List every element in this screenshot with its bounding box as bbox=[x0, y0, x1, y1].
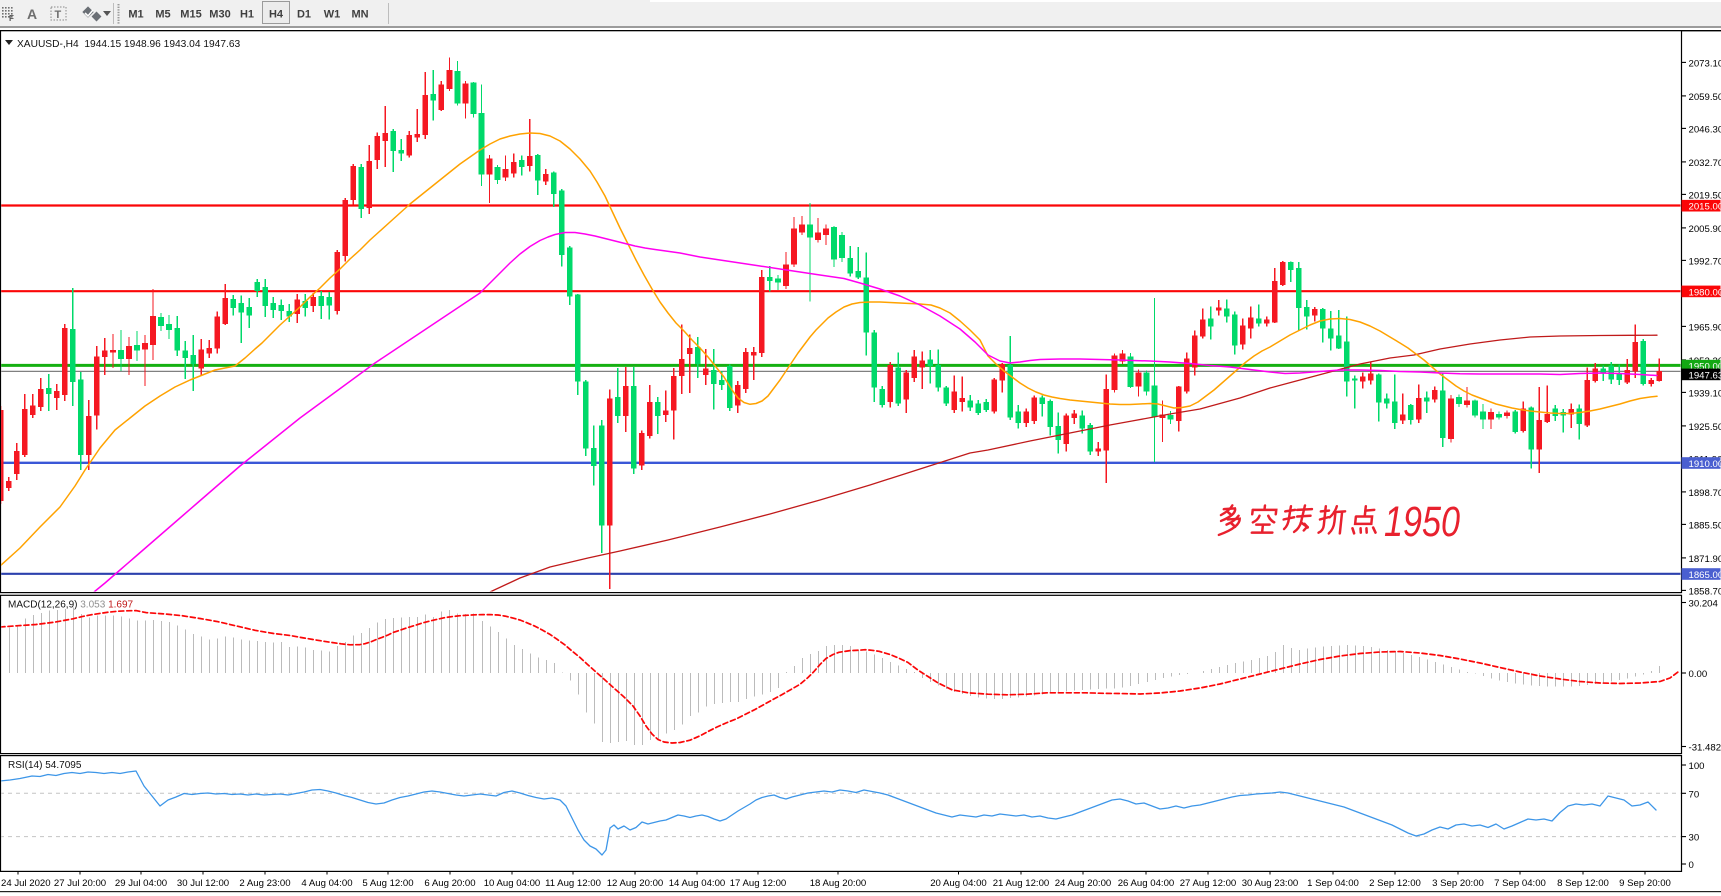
svg-text:17 Aug 12:00: 17 Aug 12:00 bbox=[730, 878, 787, 889]
svg-text:1965.90: 1965.90 bbox=[1689, 322, 1721, 333]
svg-text:11 Aug 12:00: 11 Aug 12:00 bbox=[545, 878, 601, 889]
svg-text:1925.50: 1925.50 bbox=[1689, 422, 1721, 433]
svg-text:1950: 1950 bbox=[1384, 498, 1460, 546]
svg-text:RSI(14) 54.7095: RSI(14) 54.7095 bbox=[8, 760, 82, 771]
svg-text:2073.10: 2073.10 bbox=[1689, 58, 1721, 69]
svg-text:1947.63: 1947.63 bbox=[1689, 370, 1721, 381]
svg-text:29 Jul 04:00: 29 Jul 04:00 bbox=[115, 878, 167, 889]
svg-text:2 Aug 23:00: 2 Aug 23:00 bbox=[239, 878, 290, 889]
svg-text:0: 0 bbox=[1689, 860, 1694, 871]
svg-text:2 Sep 12:00: 2 Sep 12:00 bbox=[1369, 878, 1421, 889]
svg-text:1858.70: 1858.70 bbox=[1689, 586, 1721, 597]
svg-text:1992.70: 1992.70 bbox=[1689, 256, 1721, 267]
svg-text:1980.00: 1980.00 bbox=[1689, 287, 1721, 298]
svg-text:2032.70: 2032.70 bbox=[1689, 158, 1721, 169]
svg-text:1898.70: 1898.70 bbox=[1689, 488, 1721, 499]
svg-text:2019.50: 2019.50 bbox=[1689, 190, 1721, 201]
svg-text:30: 30 bbox=[1689, 833, 1700, 844]
svg-text:A: A bbox=[27, 6, 37, 22]
svg-text:18 Aug 20:00: 18 Aug 20:00 bbox=[810, 878, 867, 889]
svg-text:MN: MN bbox=[351, 9, 368, 21]
svg-text:M15: M15 bbox=[180, 9, 201, 21]
svg-text:M5: M5 bbox=[155, 9, 170, 21]
svg-text:8 Sep 12:00: 8 Sep 12:00 bbox=[1557, 878, 1609, 889]
svg-text:70: 70 bbox=[1689, 789, 1700, 800]
svg-text:1885.50: 1885.50 bbox=[1689, 520, 1721, 531]
svg-text:5 Aug 12:00: 5 Aug 12:00 bbox=[362, 878, 413, 889]
svg-text:H4: H4 bbox=[269, 9, 284, 21]
svg-text:T: T bbox=[55, 9, 62, 21]
svg-text:24 Aug 20:00: 24 Aug 20:00 bbox=[1055, 878, 1112, 889]
svg-text:XAUUSD-,H4 1944.15 1948.96 19: XAUUSD-,H4 1944.15 1948.96 1943.04 1947.… bbox=[17, 39, 240, 50]
svg-text:27 Aug 12:00: 27 Aug 12:00 bbox=[1180, 878, 1237, 889]
svg-text:-31.482: -31.482 bbox=[1689, 743, 1721, 754]
svg-text:1910.00: 1910.00 bbox=[1689, 459, 1721, 470]
svg-text:1 Sep 04:00: 1 Sep 04:00 bbox=[1307, 878, 1359, 889]
svg-text:H1: H1 bbox=[240, 9, 254, 21]
svg-text:M30: M30 bbox=[209, 9, 230, 21]
svg-text:30 Jul 12:00: 30 Jul 12:00 bbox=[177, 878, 229, 889]
svg-text:30.204: 30.204 bbox=[1689, 599, 1719, 610]
svg-text:2015.00: 2015.00 bbox=[1689, 202, 1721, 213]
svg-text:3 Sep 20:00: 3 Sep 20:00 bbox=[1432, 878, 1484, 889]
svg-text:9 Sep 20:00: 9 Sep 20:00 bbox=[1619, 878, 1671, 889]
svg-text:2005.90: 2005.90 bbox=[1689, 224, 1721, 235]
svg-text:100: 100 bbox=[1689, 761, 1705, 772]
svg-text:1871.90: 1871.90 bbox=[1689, 554, 1721, 565]
svg-text:D1: D1 bbox=[297, 9, 311, 21]
svg-text:M1: M1 bbox=[128, 9, 143, 21]
svg-text:1939.10: 1939.10 bbox=[1689, 388, 1721, 399]
svg-text:F: F bbox=[9, 14, 14, 23]
svg-text:4 Aug 04:00: 4 Aug 04:00 bbox=[301, 878, 352, 889]
svg-text:27 Jul 20:00: 27 Jul 20:00 bbox=[54, 878, 106, 889]
svg-text:30 Aug 23:00: 30 Aug 23:00 bbox=[1242, 878, 1299, 889]
svg-text:14 Aug 04:00: 14 Aug 04:00 bbox=[669, 878, 726, 889]
svg-text:1950.00: 1950.00 bbox=[1689, 362, 1721, 373]
svg-text:7 Sep 04:00: 7 Sep 04:00 bbox=[1494, 878, 1546, 889]
svg-text:26 Aug 04:00: 26 Aug 04:00 bbox=[1118, 878, 1175, 889]
svg-text:2046.30: 2046.30 bbox=[1689, 124, 1721, 135]
svg-text:6 Aug 20:00: 6 Aug 20:00 bbox=[424, 878, 475, 889]
svg-text:2059.50: 2059.50 bbox=[1689, 92, 1721, 103]
svg-text:10 Aug 04:00: 10 Aug 04:00 bbox=[484, 878, 541, 889]
svg-text:24 Jul 2020: 24 Jul 2020 bbox=[1, 878, 51, 889]
svg-text:MACD(12,26,9) 3.053 1.697: MACD(12,26,9) 3.053 1.697 bbox=[8, 600, 134, 611]
svg-text:12 Aug 20:00: 12 Aug 20:00 bbox=[607, 878, 664, 889]
svg-text:W1: W1 bbox=[324, 9, 341, 21]
svg-text:20 Aug 04:00: 20 Aug 04:00 bbox=[930, 878, 987, 889]
svg-text:1865.00: 1865.00 bbox=[1689, 570, 1721, 581]
svg-text:0.00: 0.00 bbox=[1689, 669, 1708, 680]
svg-text:21 Aug 12:00: 21 Aug 12:00 bbox=[993, 878, 1050, 889]
